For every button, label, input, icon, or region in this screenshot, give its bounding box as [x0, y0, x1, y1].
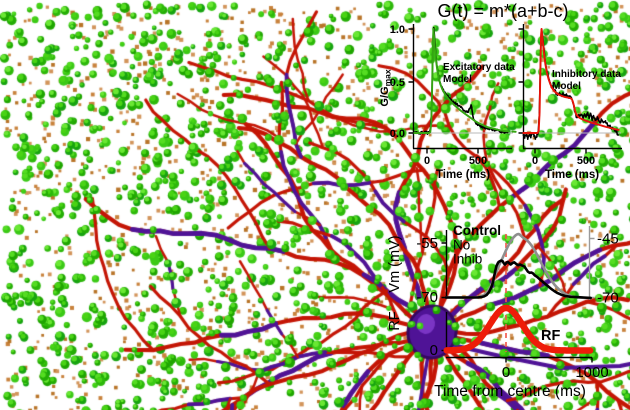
exc-axes — [412, 24, 512, 150]
response-xtick-0: 0 — [502, 364, 510, 381]
inh-axes — [522, 24, 622, 150]
excitatory-model-label: Model — [443, 74, 472, 85]
vm-left-ticks — [441, 242, 447, 299]
trace-model — [522, 28, 620, 134]
exc-curves — [413, 27, 517, 135]
inh-x-axis-label: Time (ms) — [545, 169, 599, 181]
trace-model — [413, 28, 504, 134]
trace-rf — [443, 304, 594, 354]
exc-ytick-1.0: 1.0 — [390, 24, 405, 36]
no-inhib-label-line2: Inhib — [453, 252, 482, 267]
exc-xtick-0: 0 — [424, 155, 430, 167]
inh-xtick-0: 0 — [532, 155, 538, 167]
trace-model-tail-dashed — [502, 129, 517, 133]
exc-x-axis-label: Time (ms) — [436, 169, 490, 181]
excitatory-data-label: Excitatory data — [443, 62, 515, 73]
response-x-axis-label: Time from centre (ms) — [434, 383, 586, 400]
exc-xtick-500: 500 — [469, 155, 487, 167]
inhibitory-data-label: Inhibitory data — [552, 69, 621, 80]
response-x-ticks — [505, 357, 593, 363]
response-curves — [443, 232, 594, 354]
rf-zero-tick: 0 — [430, 342, 438, 359]
exc-ticks — [408, 28, 479, 154]
no-inhib-label-line1: No — [453, 238, 470, 253]
right-tick--70: -70 — [597, 290, 619, 307]
conductance-y-axis-label: G/Gmax — [379, 69, 393, 106]
exc-ytick-0.0: 0.0 — [390, 128, 405, 140]
inh-xtick-500: 500 — [577, 155, 595, 167]
vm-tick--70: -70 — [416, 289, 438, 306]
vm-axis-label: Vm (mV) — [387, 235, 403, 292]
rf-curve-label: RF — [541, 328, 560, 344]
right-axis-ticks — [589, 237, 595, 299]
exc-ytick-0.5: 0.5 — [390, 77, 405, 89]
inh-ticks — [518, 28, 587, 154]
vm-tick--55: -55 — [416, 235, 438, 252]
rf-axis-label: RF — [387, 311, 403, 330]
conductance-title: G(t) = m*(a+b-c) — [437, 1, 568, 21]
right-tick--45: -45 — [597, 231, 619, 248]
response-xtick-1000: 1000 — [575, 364, 608, 381]
inhibitory-model-label: Model — [552, 81, 581, 92]
trace-control — [444, 259, 592, 300]
control-label: Control — [453, 223, 501, 238]
inh-curves — [522, 28, 620, 140]
trace-inhibitory-data — [522, 28, 619, 140]
